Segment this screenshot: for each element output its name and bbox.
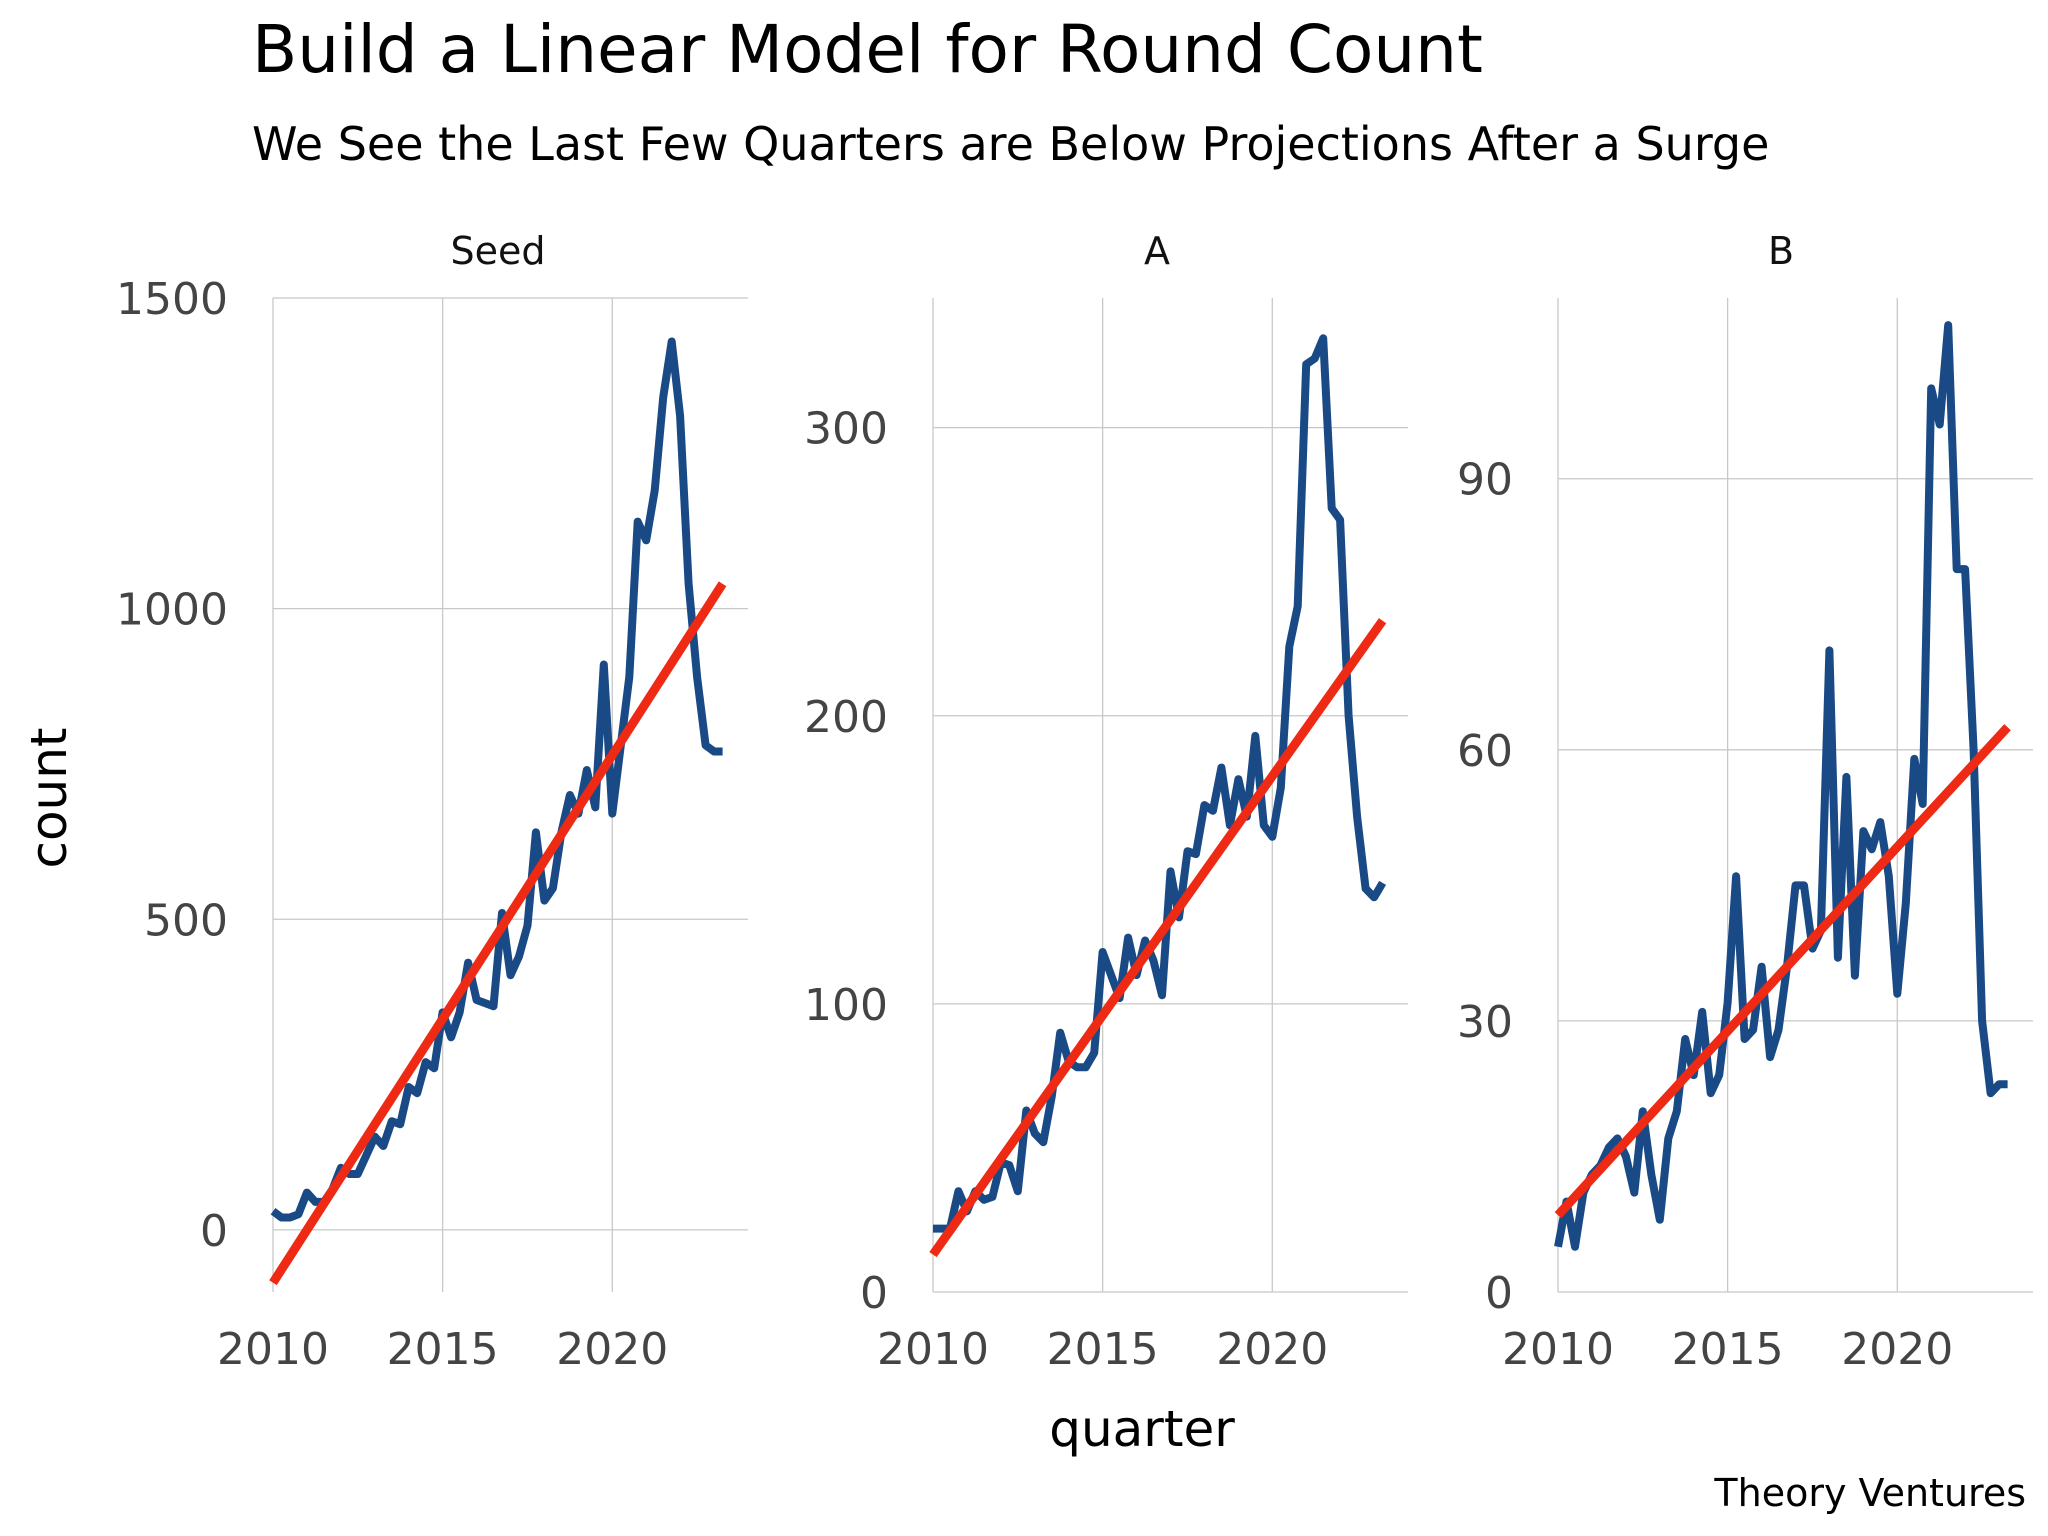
x-tick-label: 2020 xyxy=(1216,1324,1328,1375)
y-tick-label: 90 xyxy=(1457,455,1513,506)
x-tick-label: 2020 xyxy=(1841,1324,1953,1375)
x-tick-label: 2015 xyxy=(387,1324,499,1375)
x-tick-label: 2010 xyxy=(1502,1324,1614,1375)
facet-b: B 0 30 60 90 2010 2015 2020 xyxy=(1457,229,2033,1375)
chart-subtitle: We See the Last Few Quarters are Below P… xyxy=(252,117,1769,171)
y-axis-title: count xyxy=(20,727,78,868)
y-tick-label: 1500 xyxy=(116,274,228,325)
y-tick-label: 60 xyxy=(1457,726,1513,777)
y-tick-label: 300 xyxy=(804,404,888,455)
series-line xyxy=(933,334,1387,1233)
chart-title: Build a Linear Model for Round Count xyxy=(252,11,1483,88)
y-tick-label: 0 xyxy=(1485,1268,1513,1319)
y-tick-label: 500 xyxy=(144,895,228,946)
facet-label: B xyxy=(1768,229,1794,273)
chart-caption: Theory Ventures xyxy=(1713,1471,2026,1515)
facet-a: A 0 100 200 300 2010 2015 2020 xyxy=(804,229,1408,1375)
x-tick-label: 2015 xyxy=(1047,1324,1159,1375)
y-tick-label: 0 xyxy=(200,1206,228,1257)
facet-label: A xyxy=(1144,229,1170,273)
facet-label: Seed xyxy=(451,229,546,273)
series-line xyxy=(1554,321,2008,1251)
y-tick-label: 100 xyxy=(804,980,888,1031)
series-line xyxy=(270,337,723,1222)
y-tick-label: 0 xyxy=(860,1268,888,1319)
linear-fit-line xyxy=(929,618,1387,1258)
y-tick-label: 200 xyxy=(804,692,888,743)
linear-fit-line xyxy=(1554,724,2011,1219)
linear-fit-line xyxy=(269,581,727,1286)
x-tick-label: 2010 xyxy=(877,1324,989,1375)
facet-seed: Seed 0 500 1000 1500 2010 2015 2020 xyxy=(116,229,748,1375)
x-tick-label: 2020 xyxy=(556,1324,668,1375)
y-tick-label: 30 xyxy=(1457,997,1513,1048)
x-tick-label: 2015 xyxy=(1672,1324,1784,1375)
x-axis-title: quarter xyxy=(1049,1400,1235,1458)
y-tick-label: 1000 xyxy=(116,585,228,636)
x-tick-label: 2010 xyxy=(217,1324,329,1375)
